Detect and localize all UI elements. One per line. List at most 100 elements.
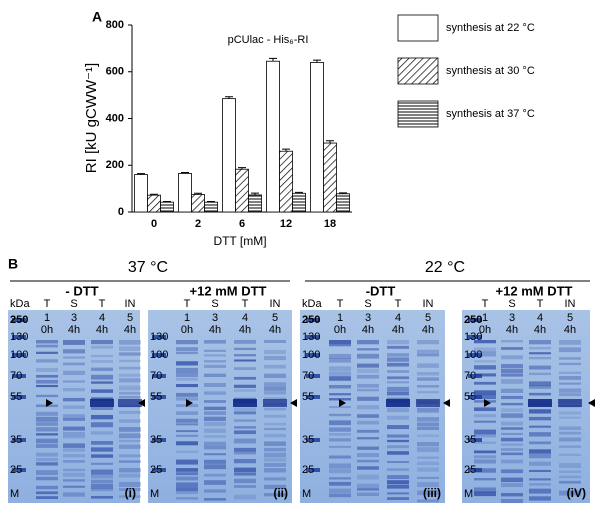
protein-band	[176, 361, 198, 366]
protein-band	[559, 382, 581, 385]
protein-band	[329, 493, 351, 498]
gel-title: +12 mM DTT	[190, 283, 267, 298]
protein-band	[387, 353, 409, 357]
protein-band	[474, 407, 496, 412]
lane-time: 4h	[362, 324, 374, 336]
protein-band	[91, 389, 113, 393]
target-band	[416, 399, 440, 407]
protein-band	[176, 392, 198, 397]
protein-band	[529, 432, 551, 437]
protein-band	[119, 481, 141, 487]
lane-time: 4h	[534, 324, 546, 336]
marker-label: M	[150, 488, 159, 500]
protein-band	[501, 408, 523, 412]
protein-band	[387, 415, 409, 420]
protein-band	[176, 430, 198, 433]
target-band	[233, 399, 257, 407]
protein-band	[36, 384, 58, 388]
marker-label: 25	[464, 464, 476, 476]
marker-band	[12, 395, 26, 399]
protein-band	[387, 370, 409, 373]
protein-band	[264, 382, 286, 387]
protein-band	[474, 360, 496, 363]
lane-time: 4h	[239, 324, 251, 336]
protein-band	[387, 439, 409, 443]
marker-label: 55	[464, 391, 476, 403]
protein-band	[417, 426, 439, 430]
protein-band	[63, 397, 85, 402]
protein-band	[91, 340, 113, 345]
marker-label: 250	[464, 314, 482, 326]
protein-band	[234, 376, 256, 380]
y-tick-label: 800	[106, 19, 124, 31]
protein-band	[474, 414, 496, 418]
protein-band	[204, 373, 226, 378]
protein-band	[501, 347, 523, 350]
protein-band	[529, 441, 551, 445]
protein-band	[234, 458, 256, 464]
protein-band	[417, 372, 439, 376]
bar	[292, 192, 306, 213]
protein-band	[234, 347, 256, 351]
protein-band	[501, 402, 523, 406]
marker-band	[152, 335, 166, 339]
lane-number: 4	[395, 312, 401, 324]
protein-band	[176, 476, 198, 481]
protein-band	[119, 366, 141, 370]
marker-band	[152, 468, 166, 472]
protein-band	[176, 497, 198, 500]
protein-band	[387, 391, 409, 396]
protein-band	[204, 459, 226, 464]
lane-number: 5	[272, 312, 278, 324]
protein-band	[234, 389, 256, 392]
protein-band	[234, 359, 256, 362]
marker-label: 70	[150, 370, 162, 382]
lane-number: 5	[567, 312, 573, 324]
protein-band	[501, 443, 523, 446]
lane-number: 3	[212, 312, 218, 324]
protein-band	[529, 385, 551, 389]
protein-band	[474, 468, 496, 473]
error-bar	[238, 167, 246, 170]
protein-band	[529, 392, 551, 396]
lane-time: 4h	[68, 324, 80, 336]
protein-band	[474, 373, 496, 377]
protein-band	[329, 366, 351, 371]
temperature-header: 37 °C	[128, 259, 168, 276]
protein-band	[387, 480, 409, 485]
lane-time: 4h	[209, 324, 221, 336]
temperature-header: 22 °C	[425, 259, 465, 276]
protein-band	[204, 400, 226, 403]
protein-band	[204, 473, 226, 477]
y-tick-label: 200	[106, 159, 124, 171]
protein-band	[91, 414, 113, 420]
protein-band	[63, 349, 85, 354]
protein-band	[176, 384, 198, 388]
protein-band	[501, 373, 523, 377]
protein-band	[176, 468, 198, 472]
marker-band	[306, 353, 320, 357]
target-band	[263, 399, 287, 407]
x-tick-label: 18	[324, 218, 336, 230]
marker-band	[152, 438, 166, 442]
protein-band	[417, 490, 439, 496]
protein-band	[501, 452, 523, 456]
protein-band	[63, 431, 85, 437]
protein-band	[417, 363, 439, 368]
protein-band	[204, 453, 226, 456]
protein-band	[36, 444, 58, 448]
protein-band	[204, 364, 226, 368]
protein-band	[119, 346, 141, 351]
protein-band	[91, 495, 113, 499]
protein-band	[91, 374, 113, 380]
protein-band	[329, 371, 351, 376]
protein-band	[176, 372, 198, 378]
protein-band	[36, 367, 58, 372]
protein-band	[529, 372, 551, 376]
protein-band	[63, 426, 85, 431]
protein-band	[234, 354, 256, 357]
error-bar	[339, 192, 347, 194]
protein-band	[204, 391, 226, 395]
lane-time: 4h	[269, 324, 281, 336]
marker-label: 130	[302, 331, 320, 343]
